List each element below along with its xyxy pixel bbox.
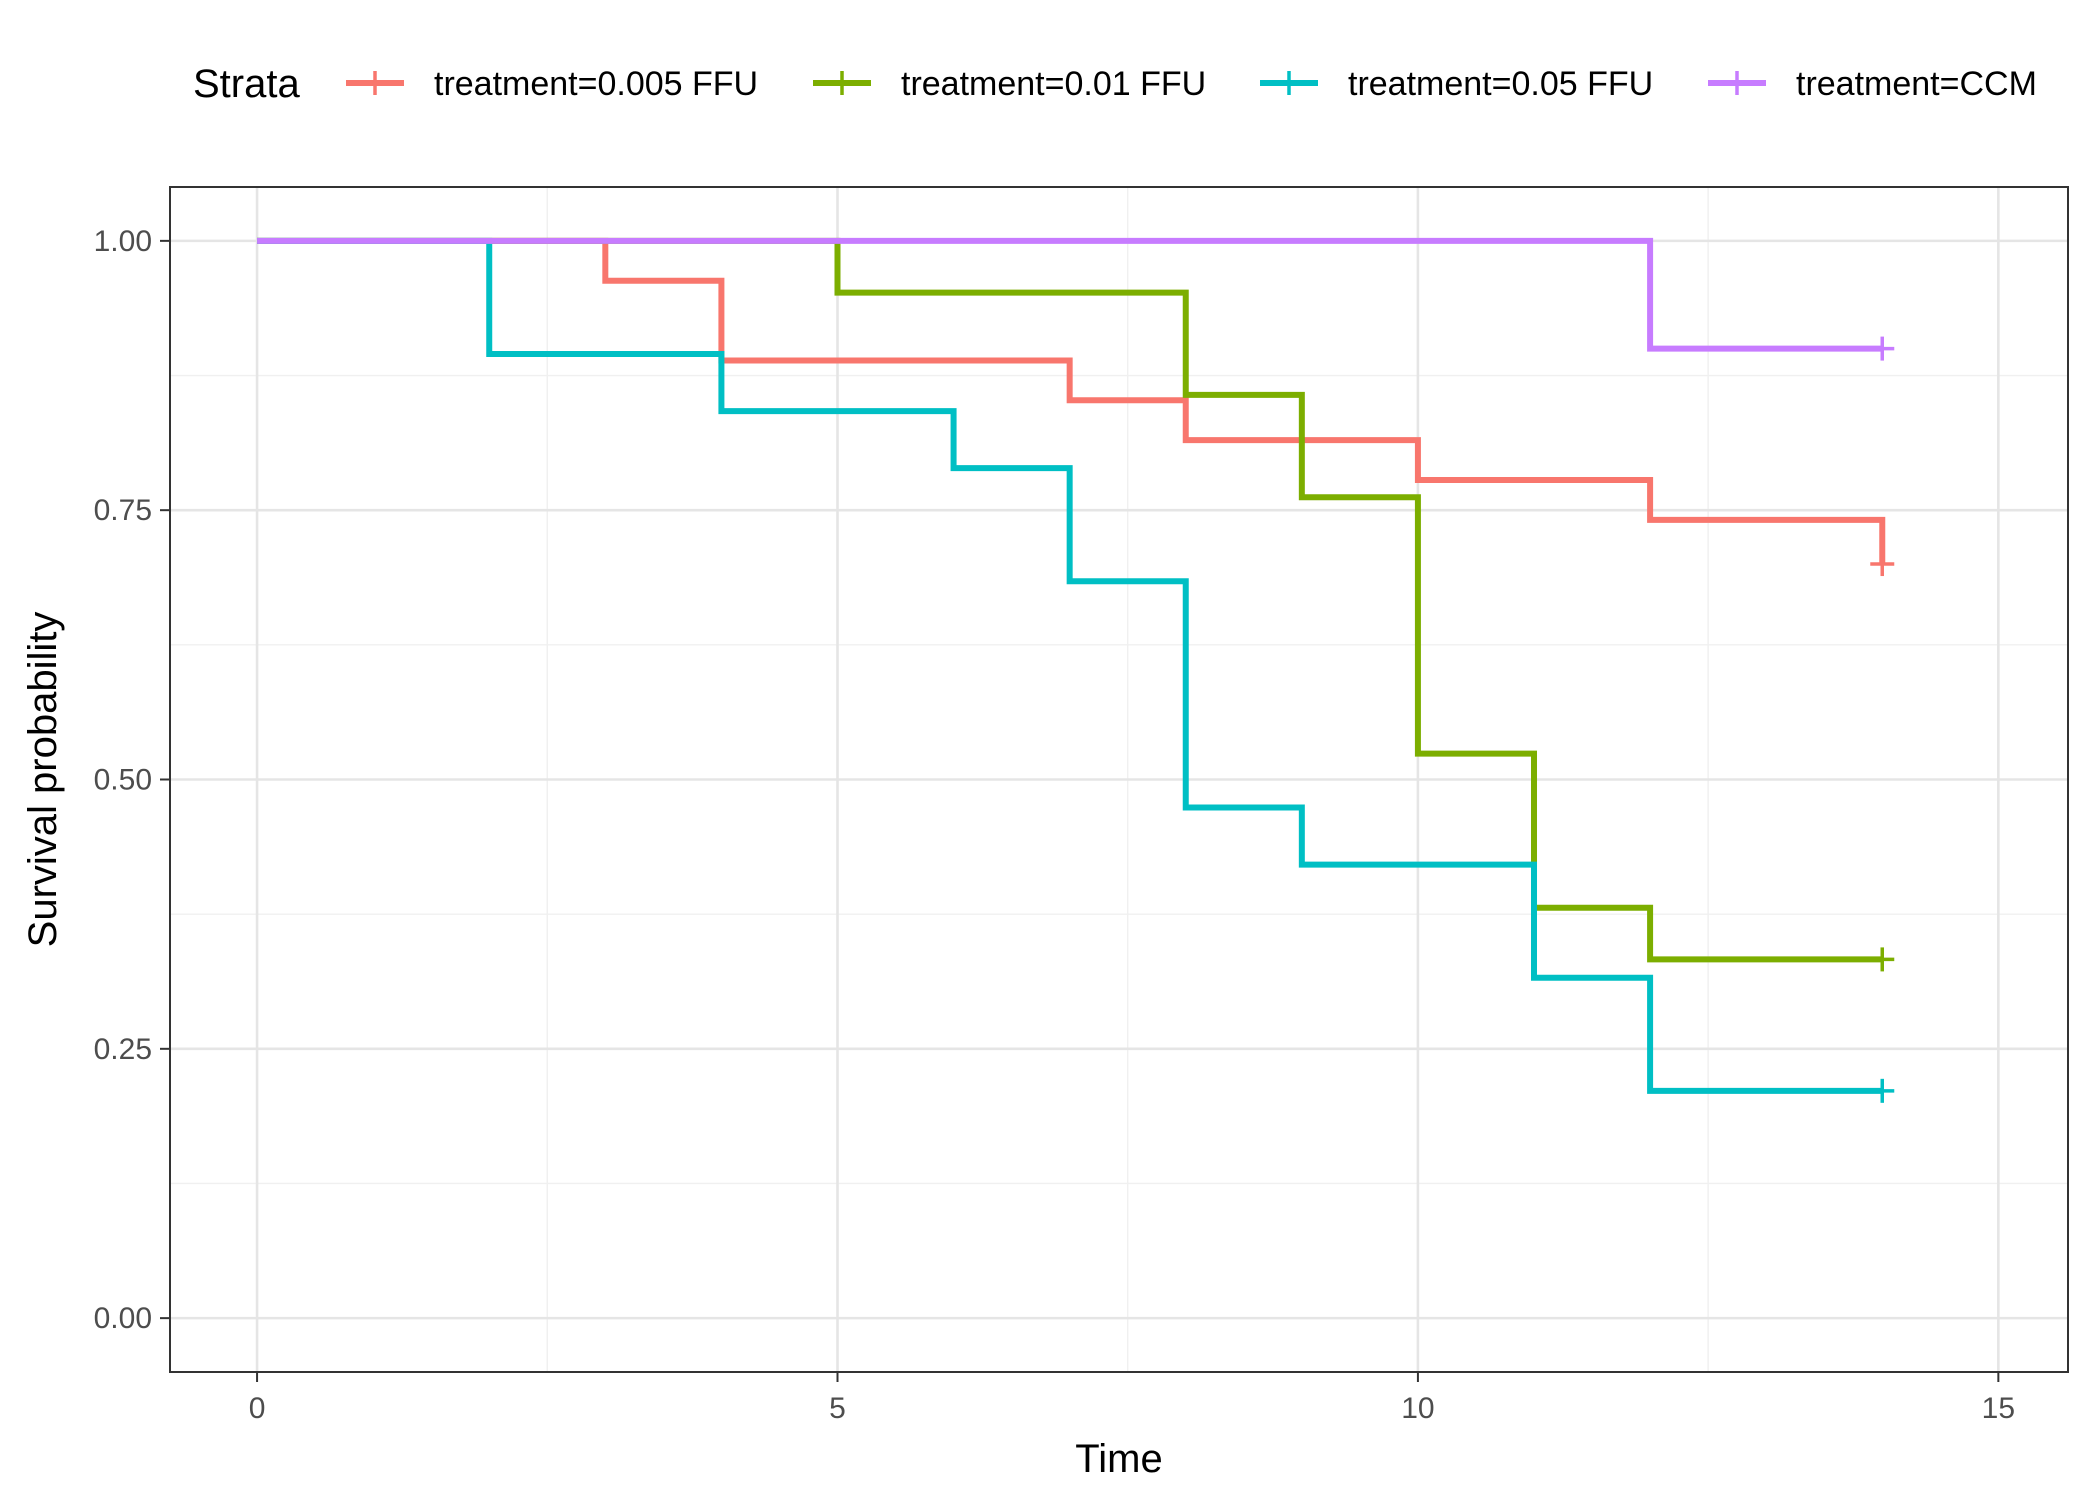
grid <box>170 187 2068 1372</box>
x-tick-label: 5 <box>829 1392 846 1425</box>
y-tick-label: 0.25 <box>94 1033 152 1066</box>
series-line-0 <box>257 237 1886 565</box>
series-line-3 <box>257 237 1883 352</box>
x-axis-title: Time <box>1075 1437 1162 1481</box>
series-line-2 <box>257 237 1883 1094</box>
y-tick-label: 1.00 <box>94 225 152 258</box>
axes: 0 5 10 15 0.00 0.25 0.50 0.75 1.00 <box>94 225 2015 1425</box>
x-tick-label: 10 <box>1401 1392 1434 1425</box>
y-tick-label: 0.75 <box>94 494 152 527</box>
legend-label: treatment=0.05 FFU <box>1348 65 1653 103</box>
y-axis-title: Survival probability <box>21 612 65 948</box>
legend: Strata treatment=0.005 FFU treatment=0.01… <box>193 62 2037 106</box>
y-tick-label: 0.50 <box>94 764 152 797</box>
legend-label: treatment=0.01 FFU <box>901 65 1206 103</box>
legend-label: treatment=CCM <box>1796 65 2037 103</box>
series-line-1 <box>257 237 1883 963</box>
x-tick-label: 15 <box>1982 1392 2015 1425</box>
series-group <box>257 237 1895 1103</box>
x-tick-label: 0 <box>249 1392 266 1425</box>
y-tick-label: 0.00 <box>94 1302 152 1335</box>
legend-title: Strata <box>193 62 300 106</box>
legend-label: treatment=0.005 FFU <box>434 65 758 103</box>
